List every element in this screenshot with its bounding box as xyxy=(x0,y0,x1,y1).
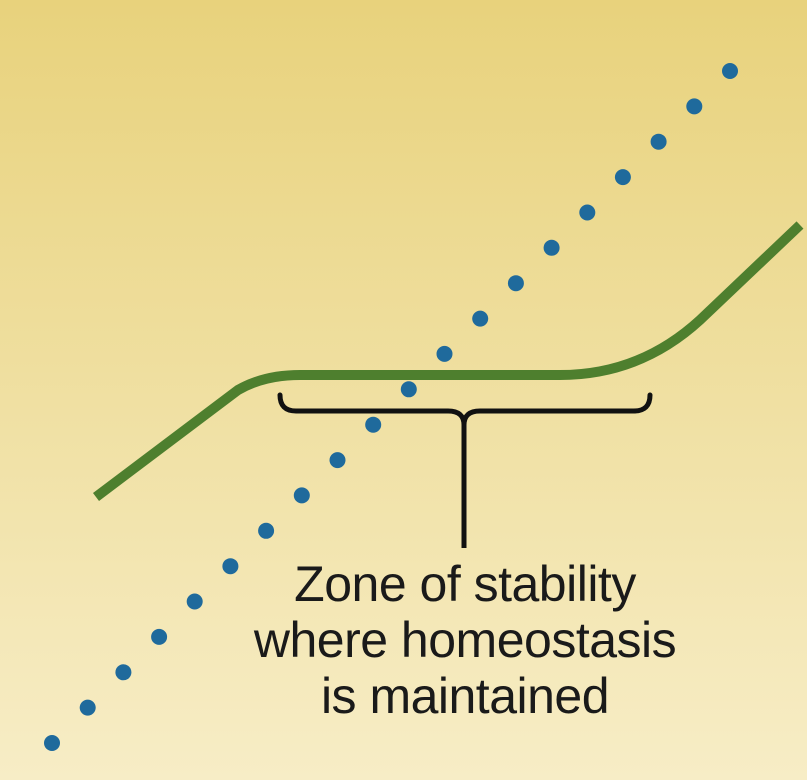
dotted-line-point xyxy=(650,133,667,150)
caption-line-3: is maintained xyxy=(320,668,610,724)
dotted-line-point xyxy=(543,239,560,256)
dotted-line-point xyxy=(686,98,703,115)
stability-zone-caption: Zone of stability where homeostasis is m… xyxy=(180,556,750,724)
caption-line-2: where homeostasis xyxy=(253,612,677,668)
dotted-line-point xyxy=(44,735,60,751)
dotted-line-point xyxy=(258,522,275,539)
dotted-line-point xyxy=(436,345,453,362)
dotted-line-point xyxy=(400,381,417,398)
dotted-line-point xyxy=(115,664,132,681)
dotted-line-point xyxy=(579,204,596,221)
dotted-line-point xyxy=(293,487,310,504)
dotted-line-point xyxy=(329,452,346,469)
dotted-line-point xyxy=(365,416,382,433)
dotted-line-point xyxy=(79,699,96,716)
dotted-line-point xyxy=(222,558,239,575)
dotted-line-point xyxy=(151,628,168,645)
unregulated-dotted-line xyxy=(44,63,738,751)
dotted-line-point xyxy=(614,169,631,186)
dotted-line-point xyxy=(472,310,489,327)
dotted-line-point xyxy=(507,275,524,292)
regulated-variable-curve xyxy=(92,221,804,501)
caption-line-1: Zone of stability xyxy=(294,556,636,612)
dotted-line-point xyxy=(722,63,738,79)
dotted-line-point xyxy=(186,593,203,610)
